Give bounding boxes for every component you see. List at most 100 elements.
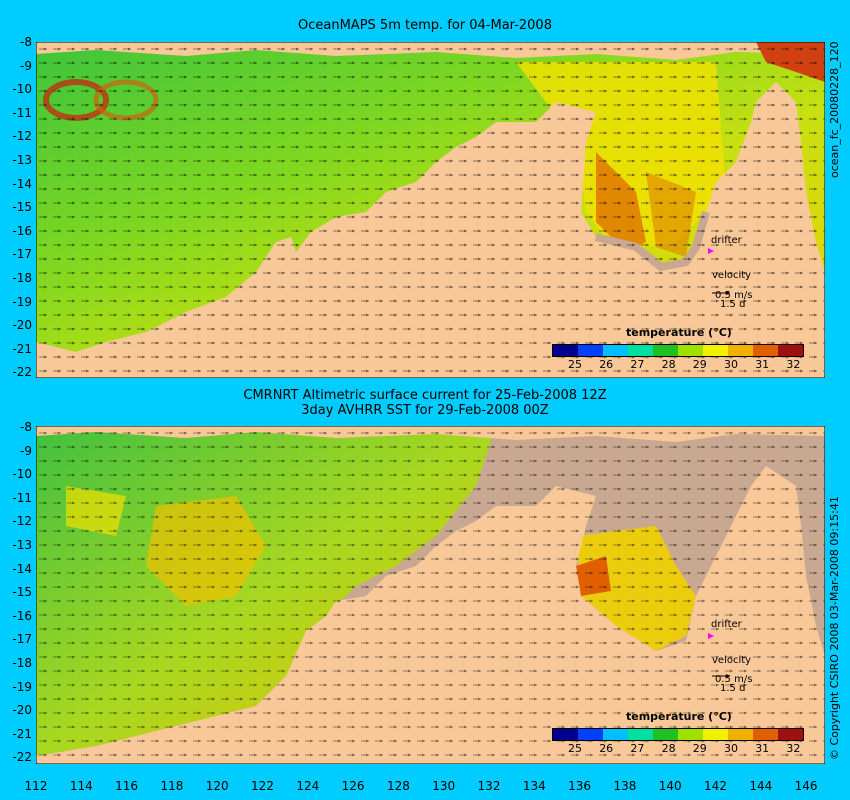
legend-tick-label: 28	[661, 742, 676, 755]
legend-swatch	[628, 729, 653, 740]
y-axis-label: -15	[12, 585, 32, 600]
y-axis-label: -8	[20, 35, 32, 49]
legend-tick-label: 32	[786, 358, 801, 371]
bottom-panel-title-1: CMRNRT Altimetric surface current for 25…	[243, 388, 607, 403]
y-axis-label: -22	[12, 365, 32, 380]
legend-swatch	[753, 729, 778, 740]
velocity-days-label: 1.5 d	[720, 683, 746, 694]
drifter-label: drifter	[711, 235, 742, 246]
y-axis-label: -16	[12, 608, 32, 623]
x-axis-label: 132	[477, 779, 501, 793]
y-axis-label: -20	[12, 703, 32, 718]
y-axis-label: -14	[12, 561, 32, 576]
legend-swatch	[678, 345, 703, 356]
y-axis-label: -9	[20, 58, 32, 73]
x-axis-label: 122	[251, 779, 274, 793]
legend-swatch	[753, 345, 778, 356]
legend-tick-label: 29	[692, 742, 707, 755]
x-axis-label: 114	[69, 779, 93, 793]
y-axis-label: -22	[12, 750, 32, 765]
top-panel-title: OceanMAPS 5m temp. for 04-Mar-2008	[298, 18, 552, 33]
velocity-scale-label: 0.5 m/s	[715, 290, 753, 301]
y-axis-label: -10	[12, 82, 32, 97]
top-map-svg	[36, 42, 825, 378]
velocity-label: velocity	[712, 270, 752, 281]
y-axis-label: -11	[12, 490, 32, 505]
y-axis-label: -8	[20, 420, 32, 434]
y-axis-label: -12	[12, 129, 32, 144]
x-axis-label: 116	[115, 779, 139, 793]
legend-swatch	[603, 729, 628, 740]
legend-swatch	[778, 345, 803, 356]
legend-tick-label: 25	[568, 358, 582, 371]
bottom-map-panel	[36, 426, 825, 764]
y-axis-label: -19	[12, 679, 32, 694]
legend-title: temperature (°C)	[626, 710, 732, 723]
legend-tick-label: 25	[568, 742, 582, 755]
legend-tick-label: 31	[755, 358, 770, 371]
legend-tick-label: 32	[786, 742, 801, 755]
legend-swatch	[578, 729, 603, 740]
legend-swatch	[703, 345, 728, 356]
top-map-panel	[36, 42, 825, 378]
forecast-file-label: ocean_fc_20080228_120	[828, 41, 841, 178]
legend-tick-label: 30	[724, 358, 738, 371]
legend-swatch	[628, 345, 653, 356]
y-axis-label: -17	[12, 247, 32, 262]
legend-tick-label: 29	[692, 358, 707, 371]
legend-colorbar	[552, 728, 804, 741]
y-axis-label: -13	[12, 538, 32, 552]
y-axis-label: -16	[12, 223, 32, 238]
x-axis-label: 136	[568, 779, 592, 793]
legend-swatch	[728, 345, 753, 356]
y-axis-label: -9	[20, 443, 32, 458]
copyright-label: © Copyright CSIRO 2008 03-Mar-2008 09:15…	[828, 496, 841, 760]
y-axis-label: -10	[12, 467, 32, 482]
legend-colorbar	[552, 344, 804, 357]
y-axis-label: -19	[12, 294, 32, 309]
x-axis-label: 112	[24, 779, 48, 793]
y-axis-label: -12	[12, 514, 32, 529]
x-axis-label: 120	[205, 779, 229, 793]
legend-swatch	[578, 345, 603, 356]
y-axis-label: -13	[12, 153, 32, 167]
y-axis-label: -18	[12, 656, 32, 670]
legend-tick-label: 26	[599, 358, 614, 371]
x-axis-label: 140	[658, 779, 682, 793]
legend-tick-label: 31	[755, 742, 770, 755]
y-axis-label: -14	[12, 176, 32, 191]
x-axis-label: 146	[794, 779, 818, 793]
y-axis-label: -17	[12, 632, 32, 647]
legend-tick-label: 26	[599, 742, 614, 755]
y-axis-label: -20	[12, 318, 32, 333]
y-axis-label: -21	[12, 726, 32, 741]
x-axis-label: 134	[522, 779, 546, 793]
legend-tick-label: 27	[630, 742, 645, 755]
drifter-label: drifter	[711, 619, 742, 630]
y-axis-label: -11	[12, 105, 32, 120]
legend-swatch	[553, 729, 578, 740]
legend-tick-label: 28	[661, 358, 676, 371]
legend-tick-label: 27	[630, 358, 645, 371]
legend-swatch	[553, 345, 578, 356]
drifter-marker	[708, 248, 714, 254]
legend-title: temperature (°C)	[626, 326, 732, 339]
legend-swatch	[653, 729, 678, 740]
y-axis-label: -21	[12, 341, 32, 356]
legend-swatch	[728, 729, 753, 740]
velocity-days-label: 1.5 d	[720, 299, 746, 310]
bottom-panel-title-2: 3day AVHRR SST for 29-Feb-2008 00Z	[301, 403, 549, 418]
x-axis-label: 144	[749, 779, 773, 793]
x-axis-label: 124	[296, 779, 320, 793]
legend-swatch	[703, 729, 728, 740]
legend-swatch	[678, 729, 703, 740]
legend-tick-label: 30	[724, 742, 738, 755]
drifter-marker	[708, 633, 714, 639]
x-axis-label: 142	[704, 779, 727, 793]
legend-swatch	[603, 345, 628, 356]
x-axis-label: 128	[386, 779, 410, 793]
x-axis-label: 126	[341, 779, 365, 793]
velocity-scale-label: 0.5 m/s	[715, 674, 753, 685]
legend-swatch	[653, 345, 678, 356]
velocity-label: velocity	[712, 655, 752, 666]
